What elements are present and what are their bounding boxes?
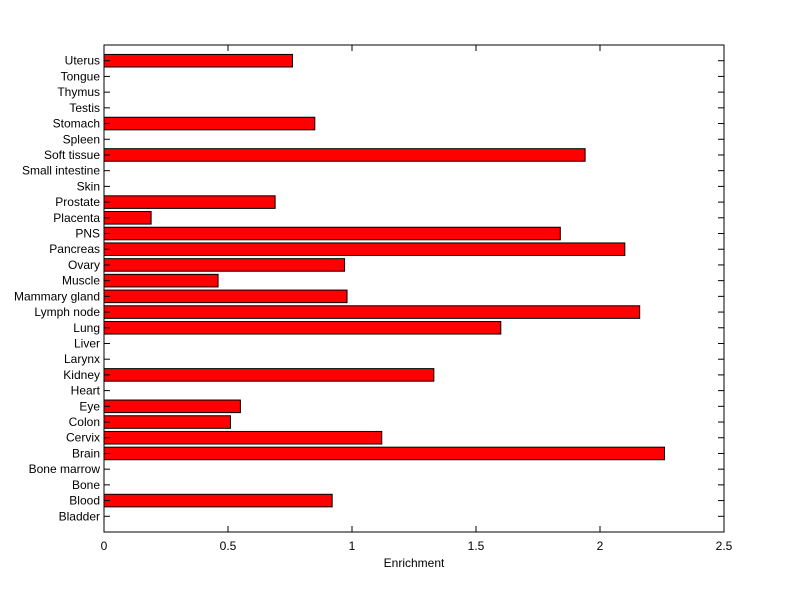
y-tick-label-testis: Testis [69,101,100,115]
bar-placenta [103,211,152,225]
x-tick-label: 0 [101,539,108,553]
y-tick-label-ovary: Ovary [68,258,100,272]
bar-brain [103,446,665,461]
y-tick-label-muscle: Muscle [62,274,100,288]
y-tick-label-brain: Brain [72,446,100,460]
x-axis-title: Enrichment [384,556,445,570]
bar-ovary [103,258,346,272]
y-tick-label-spleen: Spleen [63,132,100,146]
y-tick-label-pancreas: Pancreas [49,242,100,256]
y-tick-label-bladder: Bladder [59,509,100,523]
plot-area-frame [103,44,725,533]
y-tick-label-colon: Colon [69,415,100,429]
y-tick-label-bone: Bone [72,478,100,492]
y-tick-label-uterus: Uterus [65,54,100,68]
bar-colon [103,415,231,429]
bar-lung [103,320,502,335]
y-tick-label-bone-marrow: Bone marrow [29,462,101,476]
bar-uterus [103,53,293,68]
bar-prostate [103,195,276,209]
bar-pancreas [103,242,626,257]
bar-eye [103,399,241,414]
y-tick-label-prostate: Prostate [55,195,100,209]
y-tick-label-tongue: Tongue [61,69,101,83]
y-tick-label-placenta: Placenta [53,211,100,225]
x-tick-label: 2 [597,539,604,553]
y-tick-label-small-intestine: Small intestine [22,164,100,178]
bar-mammary-gland [103,289,348,304]
x-tick-label: 0.5 [220,539,237,553]
bar-soft-tissue [103,148,586,162]
y-tick-label-larynx: Larynx [64,352,100,366]
y-tick-label-mammary-gland: Mammary gland [14,289,100,303]
x-tick-label: 1 [349,539,356,553]
y-tick-label-thymus: Thymus [57,85,100,99]
bars-layer [103,53,665,508]
y-tick-label-blood: Blood [69,494,100,508]
y-tick-label-kidney: Kidney [63,368,100,382]
bar-cervix [103,430,383,445]
bar-stomach [103,116,316,131]
x-tick-label: 2.5 [716,539,733,553]
y-tick-label-liver: Liver [74,336,100,350]
y-tick-label-eye: Eye [79,399,100,413]
y-tick-label-heart: Heart [71,384,101,398]
y-tick-label-lung: Lung [73,321,100,335]
y-tick-label-skin: Skin [77,179,100,193]
bar-muscle [103,273,219,288]
y-tick-label-cervix: Cervix [66,431,100,445]
bar-blood [103,493,333,508]
ticks-layer [103,45,725,532]
bar-pns [103,226,561,241]
y-tick-label-stomach: Stomach [53,117,100,131]
y-tick-label-pns: PNS [75,227,100,241]
y-tick-label-lymph-node: Lymph node [34,305,100,319]
bar-lymph-node [103,305,641,319]
x-tick-label: 1.5 [468,539,485,553]
bar-kidney [103,368,435,382]
y-tick-label-soft-tissue: Soft tissue [44,148,100,162]
